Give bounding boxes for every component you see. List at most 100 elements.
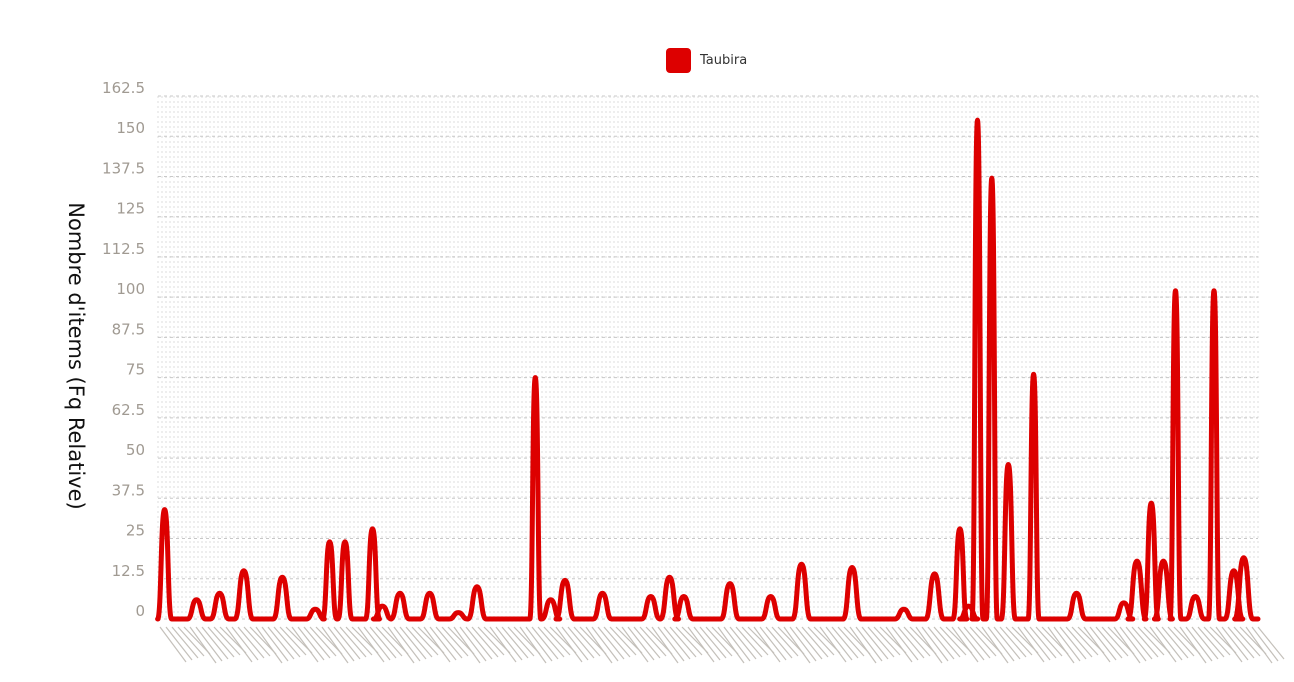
x-tick-mark (591, 626, 619, 662)
x-tick-mark (231, 626, 259, 661)
x-tick-mark (759, 626, 787, 661)
x-tick-mark (675, 626, 703, 656)
x-tick-mark (825, 626, 853, 661)
x-tick-mark (165, 626, 193, 661)
x-tick-mark (999, 626, 1027, 658)
x-tick-mark (1215, 626, 1243, 663)
x-tick-mark (291, 626, 319, 663)
x-tick-mark (783, 626, 811, 664)
x-tick-mark (705, 626, 733, 657)
x-tick-mark (477, 626, 505, 656)
x-tick-mark (435, 626, 463, 659)
x-tick-mark (363, 626, 391, 661)
x-tick-mark (345, 626, 373, 656)
x-tick-mark (885, 626, 913, 663)
x-tick-mark (1167, 626, 1195, 657)
x-tick-mark (441, 626, 469, 657)
x-tick-mark (915, 626, 943, 664)
x-tick-mark (213, 626, 241, 656)
x-tick-mark (963, 626, 991, 659)
x-tick-mark (1221, 626, 1249, 661)
x-tick-mark (1029, 626, 1057, 659)
x-tick-mark (525, 626, 553, 662)
x-tick-mark (753, 626, 781, 663)
x-tick-mark (651, 626, 679, 664)
legend-label: Taubira (700, 53, 748, 68)
x-tick-mark (1131, 626, 1159, 658)
x-tick-mark (609, 626, 637, 656)
x-tick-mark (357, 626, 385, 663)
x-tick-mark (807, 626, 835, 656)
x-tick-mark (765, 626, 793, 659)
x-tick-mark (1083, 626, 1111, 663)
x-tick-mark (429, 626, 457, 661)
x-tick-mark (489, 626, 517, 663)
x-tick-mark (1185, 626, 1213, 662)
x-tick-mark (1251, 626, 1279, 662)
x-tick-mark (1071, 626, 1099, 656)
x-tick-mark (207, 626, 235, 658)
x-tick-mark (171, 626, 199, 659)
x-axis-ticks (159, 626, 1285, 664)
x-tick-mark (237, 626, 265, 659)
x-tick-mark (1059, 626, 1087, 660)
x-tick-mark (897, 626, 925, 659)
x-tick-mark (969, 626, 997, 657)
x-tick-mark (261, 626, 289, 662)
x-tick-mark (849, 626, 877, 664)
x-tick-mark (327, 626, 355, 662)
x-tick-mark (891, 626, 919, 661)
x-tick-mark (633, 626, 661, 659)
x-tick-mark (1017, 626, 1045, 663)
x-tick-mark (597, 626, 625, 660)
chart-legend[interactable]: Taubira (666, 48, 747, 73)
x-tick-mark (1233, 626, 1261, 657)
x-tick-mark (987, 626, 1015, 662)
x-tick-mark (387, 626, 415, 664)
x-tick-mark (519, 626, 547, 664)
x-tick-mark (369, 626, 397, 659)
x-tick-mark (501, 626, 529, 659)
x-tick-mark (543, 626, 571, 656)
x-tick-mark (297, 626, 325, 661)
x-tick-mark (603, 626, 631, 658)
x-tick-mark (561, 626, 589, 661)
x-tick-mark (567, 626, 595, 659)
x-tick-mark (333, 626, 361, 660)
x-tick-mark (699, 626, 727, 659)
x-tick-mark (177, 626, 205, 657)
y-tick-label: 0 (135, 602, 145, 620)
x-tick-mark (717, 626, 745, 664)
x-tick-mark (321, 626, 349, 664)
x-tick-mark (1005, 626, 1033, 656)
x-tick-mark (735, 626, 763, 658)
x-tick-mark (255, 626, 283, 664)
x-tick-mark (795, 626, 823, 660)
y-tick-label: 62.5 (112, 401, 145, 419)
x-tick-mark (1095, 626, 1123, 659)
x-tick-mark (933, 626, 961, 658)
x-tick-mark (693, 626, 721, 661)
x-tick-mark (1149, 626, 1177, 663)
y-tick-label: 25 (126, 522, 145, 540)
x-tick-mark (957, 626, 985, 661)
x-tick-mark (309, 626, 337, 657)
x-tick-mark (663, 626, 691, 660)
x-tick-mark (1257, 626, 1285, 660)
x-tick-mark (159, 626, 187, 663)
x-tick-mark (1125, 626, 1153, 660)
x-tick-mark (195, 626, 223, 662)
x-tick-mark (1053, 626, 1081, 662)
x-tick-mark (201, 626, 229, 660)
x-tick-mark (993, 626, 1021, 660)
y-tick-label: 37.5 (112, 481, 145, 499)
x-tick-mark (861, 626, 889, 660)
x-tick-mark (1155, 626, 1183, 661)
x-tick-mark (1191, 626, 1219, 660)
y-axis-ticks: 0 12.5 25 37.5 50 62.5 75 87.5 100 112.5 125 137.5 1… (102, 79, 145, 620)
x-tick-mark (585, 626, 613, 664)
x-tick-mark (459, 626, 487, 662)
y-tick-label: 112.5 (102, 240, 145, 258)
x-tick-mark (573, 626, 601, 657)
x-tick-mark (627, 626, 655, 661)
